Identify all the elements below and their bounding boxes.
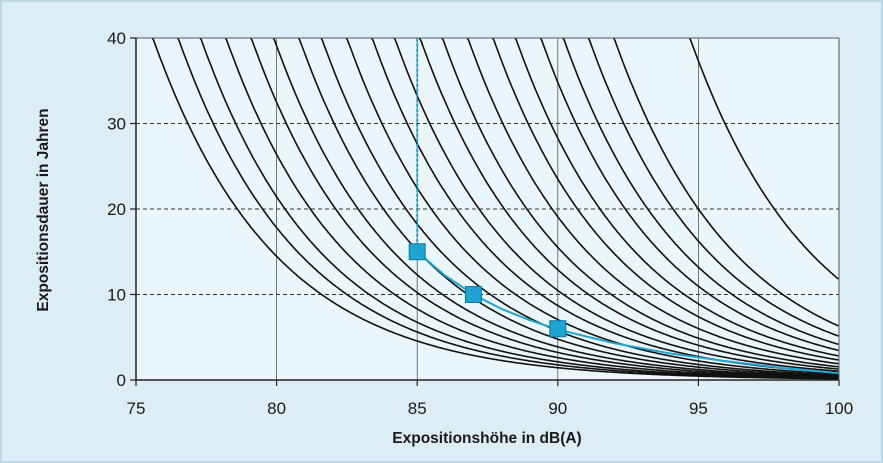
data-point-marker — [464, 286, 482, 303]
x-tick-label: 85 — [408, 399, 427, 418]
y-tick-label: 20 — [107, 200, 126, 219]
family-curve — [224, 37, 839, 379]
y-tick-label: 0 — [117, 371, 126, 390]
x-tick-label: 95 — [689, 399, 708, 418]
axis-ticks: 75 80 85 90 95 100 0 10 20 30 40 — [107, 29, 853, 418]
family-curve — [688, 37, 839, 280]
x-tick-label: 80 — [267, 399, 286, 418]
family-curve — [587, 37, 839, 337]
x-tick-label: 90 — [548, 399, 567, 418]
data-point-marker — [408, 243, 426, 261]
y-tick-label: 10 — [107, 286, 126, 305]
family-curve — [320, 37, 839, 376]
curve-family — [151, 37, 839, 380]
family-curve — [491, 37, 839, 361]
family-curve — [441, 37, 839, 368]
family-curve — [199, 37, 839, 380]
x-axis-label: Expositionshöhe in dB(A) — [392, 430, 581, 447]
family-curve — [297, 37, 839, 377]
family-curve — [539, 37, 839, 352]
family-curve — [272, 37, 839, 378]
y-axis-label: Expositionsdauer in Jahren — [35, 108, 52, 311]
data-point-marker — [549, 320, 567, 338]
family-curve — [393, 37, 839, 372]
family-curve — [250, 37, 839, 379]
y-tick-label: 40 — [107, 29, 126, 48]
family-curve — [514, 37, 839, 357]
family-curve — [562, 37, 839, 346]
x-tick-label: 75 — [127, 399, 146, 418]
highlight-series — [408, 38, 840, 375]
family-curve — [612, 37, 839, 327]
y-tick-label: 30 — [107, 115, 126, 134]
family-curve — [345, 37, 839, 375]
family-curve — [466, 37, 839, 365]
family-curve — [418, 37, 839, 370]
x-tick-label: 100 — [825, 399, 853, 418]
